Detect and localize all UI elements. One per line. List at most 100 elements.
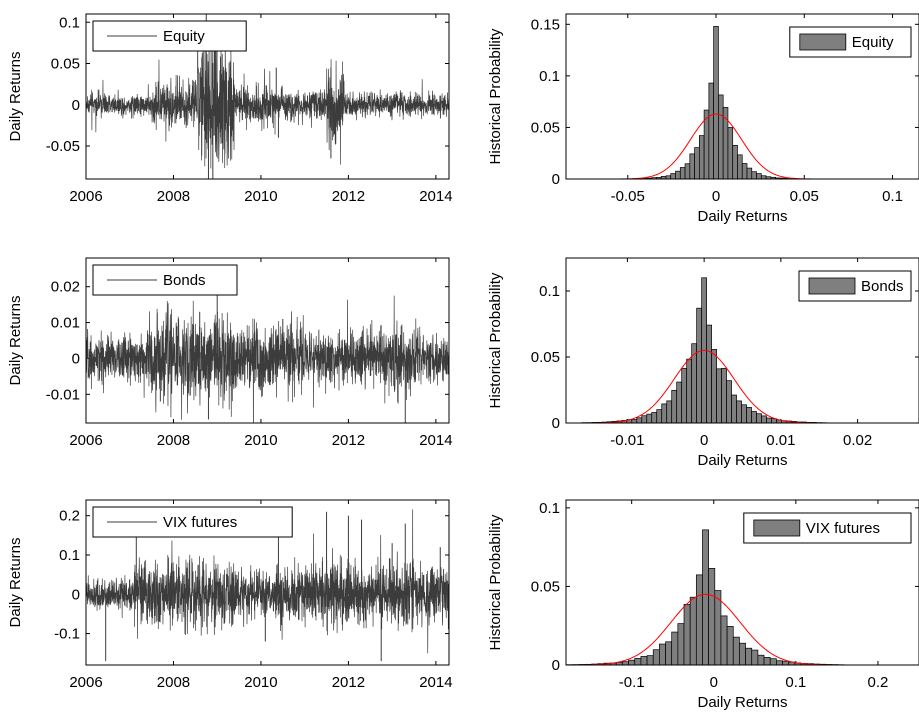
x-tick-label: -0.05 bbox=[611, 188, 645, 205]
x-tick-label: 2008 bbox=[157, 188, 190, 205]
histogram-bar bbox=[696, 307, 702, 423]
histogram-bar bbox=[686, 358, 693, 423]
histogram-bar bbox=[746, 407, 752, 423]
histogram-bar bbox=[670, 173, 676, 179]
histogram-bar bbox=[766, 417, 772, 423]
x-tick-label: 0.2 bbox=[868, 674, 889, 691]
histogram-bar bbox=[706, 324, 712, 423]
legend-bar-swatch bbox=[808, 277, 856, 295]
x-tick-label: -0.01 bbox=[610, 432, 644, 449]
x-tick-label: 2008 bbox=[157, 432, 190, 449]
y-axis-label: Historical Probability bbox=[487, 272, 504, 408]
histogram-bar bbox=[671, 389, 678, 423]
y-tick-label: 0 bbox=[72, 350, 80, 367]
y-tick-label: 0.2 bbox=[59, 508, 80, 525]
x-tick-label: 2006 bbox=[69, 432, 102, 449]
legend-label: Equity bbox=[852, 34, 894, 51]
histogram-bar bbox=[631, 419, 638, 423]
histogram-bar bbox=[732, 636, 740, 665]
x-tick-label: 0.1 bbox=[785, 674, 806, 691]
histogram-bar bbox=[676, 381, 683, 423]
y-tick-label: 0 bbox=[552, 171, 560, 188]
x-tick-label: 2012 bbox=[332, 674, 365, 691]
x-tick-label: 2010 bbox=[244, 674, 277, 691]
histogram-bar bbox=[694, 147, 700, 179]
x-tick-label: 2014 bbox=[419, 432, 452, 449]
x-tick-label: 0.1 bbox=[882, 188, 903, 205]
normal-fit-curve bbox=[566, 349, 919, 423]
y-tick-label: -0.1 bbox=[54, 626, 80, 643]
legend-label: VIX futures bbox=[163, 514, 237, 531]
y-tick-label: 0 bbox=[552, 415, 560, 432]
panel-vix-ts: 2006 2008 2010 2012 2014 -0.1 0 0.1 0.2 Daily Ret… bbox=[7, 499, 453, 691]
x-tick-label: 2014 bbox=[419, 188, 452, 205]
legend-label: Bonds bbox=[861, 278, 904, 295]
histogram-bar bbox=[751, 411, 757, 423]
y-tick-label: -0.05 bbox=[46, 138, 80, 155]
histogram-bar bbox=[640, 656, 648, 665]
panel-vix-hist: -0.1 0 0.1 0.2 0 0.05 0.1 Historical Probabilit… bbox=[487, 499, 919, 711]
legend-bar-swatch bbox=[799, 33, 847, 51]
histogram-bar bbox=[665, 641, 673, 665]
histogram-bar bbox=[713, 26, 719, 179]
x-tick-label: 0 bbox=[712, 188, 720, 205]
normal-fit-curve bbox=[566, 593, 919, 665]
histogram-bar bbox=[634, 658, 642, 665]
histogram-bar bbox=[646, 413, 653, 423]
x-tick-label: 0 bbox=[710, 674, 718, 691]
x-tick-label: 2012 bbox=[332, 188, 365, 205]
histogram-bar bbox=[684, 163, 691, 179]
histogram-bar bbox=[628, 659, 636, 665]
histogram-bar bbox=[763, 656, 771, 665]
histogram-bar bbox=[698, 135, 705, 179]
histogram-bar bbox=[681, 368, 688, 423]
x-tick-label: -0.1 bbox=[619, 674, 645, 691]
histogram-bar bbox=[714, 590, 722, 665]
y-tick-label: 0.01 bbox=[51, 315, 80, 332]
histogram-bar bbox=[741, 404, 747, 423]
y-tick-label: 0.1 bbox=[539, 68, 560, 85]
y-tick-label: 0.05 bbox=[51, 56, 80, 73]
histogram-bar bbox=[751, 171, 757, 179]
x-tick-label: 0.05 bbox=[790, 188, 819, 205]
histogram-bar bbox=[745, 647, 753, 665]
histogram-bar bbox=[756, 413, 762, 423]
y-tick-label: 0 bbox=[552, 657, 560, 674]
histogram-bar bbox=[671, 631, 679, 665]
histogram-bar bbox=[695, 574, 703, 665]
x-tick-label: 0.01 bbox=[766, 432, 795, 449]
x-axis-label: Daily Returns bbox=[697, 208, 787, 225]
y-tick-label: 0.02 bbox=[51, 279, 80, 296]
histogram-bar bbox=[711, 349, 717, 423]
histogram-bar bbox=[675, 170, 681, 179]
y-tick-label: 0.05 bbox=[531, 119, 560, 136]
histogram-bar bbox=[708, 567, 716, 665]
histogram-bar bbox=[782, 660, 790, 665]
y-axis-label: Daily Returns bbox=[7, 51, 24, 141]
histogram-bar bbox=[666, 400, 673, 423]
histogram-bar bbox=[732, 144, 738, 179]
histogram-bar bbox=[661, 403, 668, 423]
histogram-bar bbox=[683, 604, 691, 665]
x-tick-label: 2008 bbox=[157, 674, 190, 691]
panel-equity-hist: -0.05 0 0.05 0.1 0 0.05 0.1 0.15 Historical Prob… bbox=[487, 13, 919, 225]
series-line bbox=[86, 295, 449, 423]
histogram-bar bbox=[751, 649, 759, 665]
y-tick-label: 0.1 bbox=[539, 283, 560, 300]
axes-frame bbox=[85, 13, 450, 180]
legend-bar-swatch bbox=[753, 519, 801, 537]
histogram-bar bbox=[718, 94, 724, 179]
x-axis-label: Daily Returns bbox=[697, 694, 787, 711]
histogram-bar bbox=[727, 127, 734, 179]
y-tick-label: 0.05 bbox=[531, 349, 560, 366]
y-tick-label: 0 bbox=[72, 97, 80, 114]
histogram-bar bbox=[731, 394, 737, 423]
histogram-bar bbox=[739, 642, 746, 665]
histogram-bar bbox=[646, 655, 654, 665]
histogram-bar bbox=[659, 643, 666, 665]
y-axis-label: Daily Returns bbox=[7, 295, 24, 385]
histogram-bar bbox=[741, 163, 748, 179]
axes-frame bbox=[85, 257, 450, 424]
histogram-bar bbox=[726, 626, 734, 665]
